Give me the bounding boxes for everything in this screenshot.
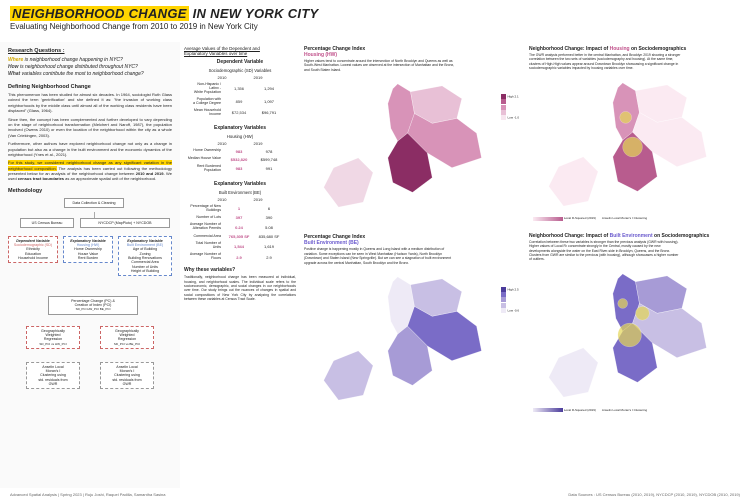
flow-moran1: Anselin Local Moran's I Clustering using… — [26, 362, 80, 390]
map3: High 2.5 Low -0.6 — [304, 267, 521, 417]
map4: Local R-Squared (2019) Anselin Local Mor… — [529, 264, 746, 414]
footer: Advanced Spatial Analysis | Spring 2023 … — [0, 488, 750, 500]
table-row: Number of Lots397390 — [184, 215, 296, 220]
table-be: Percentage of New Buildings16 Number of L… — [184, 205, 296, 262]
map2-svg — [529, 73, 746, 221]
map1: High 2.1 Low -1.0 — [304, 74, 521, 224]
footer-right: Data Sources : US Census Bureau (2010, 2… — [568, 492, 740, 497]
rq-what: What variables contribute the most to ne… — [8, 71, 172, 78]
ev1-sub: Housing (HW) — [184, 134, 296, 139]
map3-desc: Positive change is happening mostly in Q… — [304, 247, 456, 265]
table-row: Total Number of Units1,5441,619 — [184, 242, 296, 250]
map2: Local R-Squared (2019) Anselin Local Mor… — [529, 73, 746, 223]
table-row: Non-Hispanic / Latinx - White Population… — [184, 83, 296, 95]
title-rest: IN NEW YORK CITY — [189, 6, 319, 21]
header: NEIGHBORHOOD CHANGE IN NEW YORK CITY Eva… — [0, 0, 750, 42]
rq-how: How is neighborhood change distributed t… — [8, 64, 172, 71]
map4-desc: Correlation between these two variables … — [529, 240, 681, 262]
table-row: Median House Value$532,820$599,748 — [184, 157, 296, 162]
flow-gwr1: Geographically Weighted RegressionSD_PCI… — [26, 326, 80, 350]
research-questions-heading: Research Questions : — [8, 48, 172, 54]
map2-title: Neighborhood Change: Impact of Housing o… — [529, 46, 746, 52]
map3-svg — [304, 267, 521, 415]
years-sd: 20102019 — [204, 75, 276, 80]
dv-title: Dependent Variable — [184, 59, 296, 65]
map-column-right: Neighborhood Change: Impact of Housing o… — [525, 42, 750, 488]
variables-column: Average Values of the Dependent andExpla… — [180, 42, 300, 488]
ev2-sub: Built Environment (BE) — [184, 190, 296, 195]
main-title: NEIGHBORHOOD CHANGE IN NEW YORK CITY — [10, 6, 740, 21]
methodology-heading: Methodology — [8, 188, 172, 194]
table-hw: Home Ownership983978 Median House Value$5… — [184, 149, 296, 173]
table-row: Mean Household Income$72,534$96,791 — [184, 109, 296, 117]
flow-nycdcp: NYCDCP (MapPluto) + NYCDOB — [80, 218, 170, 228]
map4-block: Neighborhood Change: Impact of Built Env… — [529, 233, 746, 414]
def-p3: Furthermore, other authors have explored… — [8, 141, 172, 157]
why-heading: Why these variables? — [184, 267, 296, 273]
left-text-column: Research Questions : Where is neighborho… — [0, 42, 180, 488]
map1-block: Percentage Change IndexHousing (HW) High… — [304, 46, 521, 224]
table-row: Population with a College Degree8591,097 — [184, 98, 296, 106]
flow-data-clean: Data Collection & Cleaning — [64, 198, 124, 208]
table-row: Home Ownership983978 — [184, 149, 296, 154]
flow-census: US Census Bureau — [20, 218, 74, 228]
map-column-left: Percentage Change IndexHousing (HW) High… — [300, 42, 525, 488]
map1-desc: Higher values tend to concentrate around… — [304, 59, 456, 72]
map1-legend: High 2.1 Low -1.0 — [501, 94, 519, 120]
def-p1: This phenomenon has been studied for alm… — [8, 92, 172, 114]
years-be: 20102019 — [204, 197, 276, 202]
title-highlight: NEIGHBORHOOD CHANGE — [10, 6, 189, 21]
rq-where: Where is neighborhood change happening i… — [8, 57, 172, 64]
map2-desc: The GWR analysis performed better in the… — [529, 53, 681, 71]
table-row: Average Number of Alteration Permits0.24… — [184, 223, 296, 231]
table-sd: Non-Hispanic / Latinx - White Population… — [184, 83, 296, 117]
subtitle: Evaluating Neighborhood Change from 2010… — [10, 22, 740, 31]
flow-ev-be: Explanatory Variable Built Environment (… — [118, 236, 172, 277]
map4-legend: Local R-Squared (2019) Anselin Local Mor… — [533, 408, 647, 412]
def-p4: For this study, we considered neighborho… — [8, 160, 172, 182]
dv-sub: Sociodemographic (SD) Variables — [184, 68, 296, 73]
table-row: Commercial Area765,305 SF835,680 SF — [184, 234, 296, 239]
flow-ev-housing: Explanatory Variable Housing (HW) Home O… — [63, 236, 113, 264]
flow-moran2: Anselin Local Moran's I Clustering using… — [100, 362, 154, 390]
flow-dv: Dependent Variable Sociodemographic (SD)… — [8, 236, 58, 264]
map3-legend: High 2.5 Low -0.6 — [501, 287, 519, 313]
map3-block: Percentage Change IndexBuilt Environment… — [304, 234, 521, 417]
def-p2: Since then, the concept has been complem… — [8, 117, 172, 139]
footer-left: Advanced Spatial Analysis | Spring 2023 … — [10, 492, 166, 497]
why-paragraph: Traditionally, neighborhood change has b… — [184, 275, 296, 302]
ev1-title: Explanatory Variables — [184, 125, 296, 131]
table-row: Percentage of New Buildings16 — [184, 205, 296, 213]
map1-title: Percentage Change IndexHousing (HW) — [304, 46, 521, 58]
avg-values-heading: Average Values of the Dependent andExpla… — [184, 46, 296, 56]
map3-title: Percentage Change IndexBuilt Environment… — [304, 234, 521, 246]
map2-block: Neighborhood Change: Impact of Housing o… — [529, 46, 746, 223]
flow-pc: Percentage Change (PC) & Creation of Ind… — [48, 296, 138, 315]
ev2-title: Explanatory Variables — [184, 181, 296, 187]
map4-title: Neighborhood Change: Impact of Built Env… — [529, 233, 746, 239]
years-hw: 20102019 — [204, 141, 276, 146]
map2-legend: Local R-Squared (2019) Anselin Local Mor… — [533, 216, 647, 220]
table-row: Average Number of Floors2.92.9 — [184, 253, 296, 261]
table-row: Rent Burdened Population983991 — [184, 165, 296, 173]
map1-svg — [304, 74, 521, 222]
methodology-flowchart: Data Collection & Cleaning US Census Bur… — [8, 198, 172, 398]
flow-gwr2: Geographically Weighted RegressionSD_PCI… — [100, 326, 154, 350]
map4-svg — [529, 264, 746, 412]
defining-heading: Defining Neighborhood Change — [8, 84, 172, 90]
